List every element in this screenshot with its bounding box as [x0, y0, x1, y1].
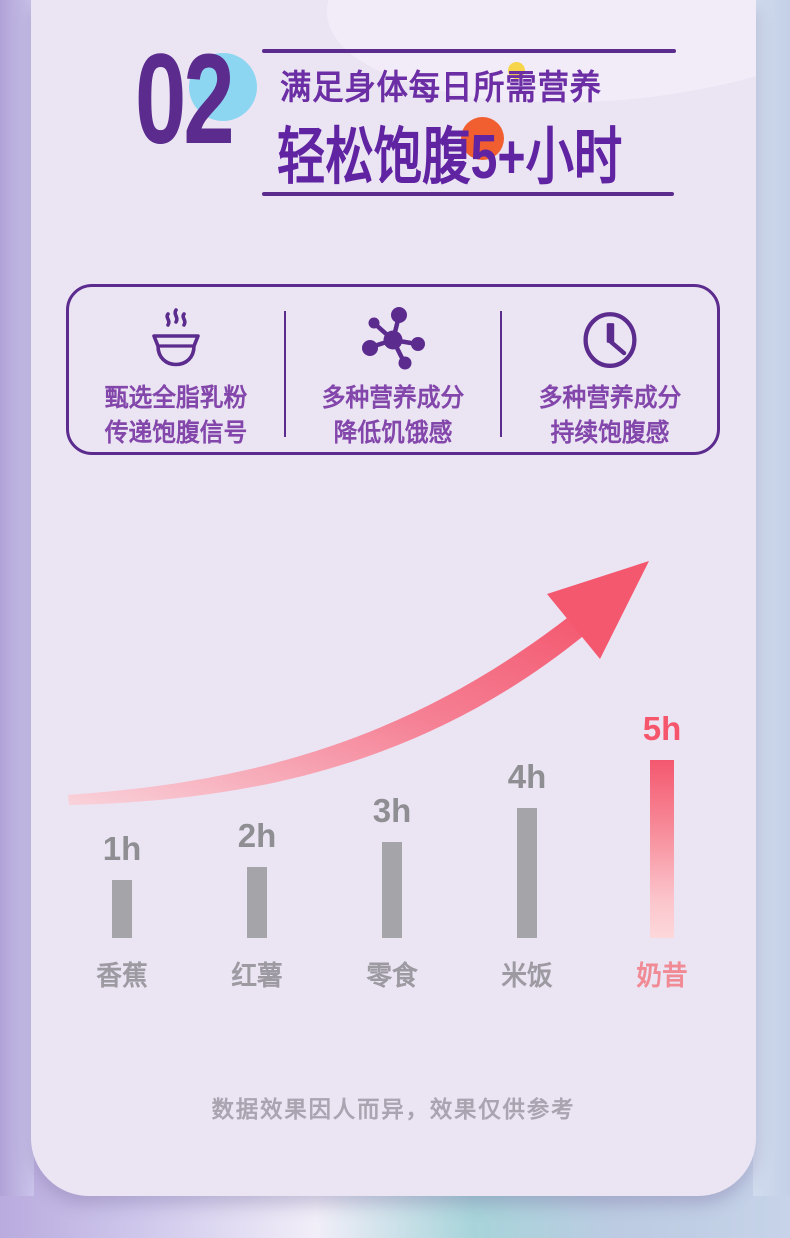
rising-arrow-icon	[68, 561, 649, 805]
molecule-icon	[359, 302, 427, 370]
chart-bar-香蕉	[112, 880, 132, 938]
feature-line1: 甄选全脂乳粉	[105, 384, 248, 412]
feature-line1: 多种营养成分	[538, 384, 681, 412]
clock-icon	[580, 302, 640, 370]
feature-divider	[500, 311, 503, 437]
bar-value-label: 2h	[237, 817, 277, 854]
chart-bar-米饭	[517, 808, 537, 938]
yellow-dot-decoration	[508, 62, 525, 79]
feature-line2: 持续饱腹感	[550, 419, 670, 447]
section-title: 轻松饱腹5+小时	[277, 123, 623, 192]
bar-value-label: 4h	[507, 758, 547, 795]
feature-nutrients-hunger: 多种营养成分 降低饥饿感	[286, 287, 501, 452]
bar-value-label: 5h	[642, 710, 682, 747]
bar-category-label: 米饭	[501, 961, 553, 991]
content-card: 02 满足身体每日所需营养 轻松饱腹5+小时 甄选全脂乳粉 传递饱腹信号	[31, 0, 756, 1196]
bar-value-label: 3h	[372, 792, 412, 829]
right-background-strip	[753, 0, 790, 1196]
section-number: 02	[135, 28, 235, 171]
left-background-strip	[0, 0, 34, 1196]
satiety-bar-chart: 1h 香蕉 2h 红薯 3h 零食 4h 米饭 5h 奶昔	[31, 0, 756, 1196]
feature-text: 甄选全脂乳粉 传递饱腹信号	[105, 381, 248, 451]
chart-bar-红薯	[247, 867, 267, 938]
blue-circle-decoration	[189, 53, 257, 121]
chart-bar-零食	[382, 842, 402, 938]
bar-value-label: 1h	[102, 830, 142, 867]
feature-line2: 传递饱腹信号	[105, 419, 248, 447]
bar-category-label: 零食	[366, 961, 418, 991]
chart-bar-奶昔	[650, 760, 674, 938]
bar-category-label: 奶昔	[636, 961, 688, 991]
features-box: 甄选全脂乳粉 传递饱腹信号	[66, 284, 720, 455]
feature-divider	[283, 311, 286, 437]
feature-line2: 降低饥饿感	[333, 419, 453, 447]
feature-line1: 多种营养成分	[321, 384, 465, 412]
steaming-bowl-icon	[144, 302, 208, 370]
feature-text: 多种营养成分 降低饥饿感	[322, 381, 465, 451]
feature-text: 多种营养成分 持续饱腹感	[538, 381, 681, 451]
section-subtitle: 满足身体每日所需营养	[280, 69, 602, 107]
orange-circle-decoration	[461, 117, 504, 160]
bar-category-label: 红薯	[231, 961, 283, 991]
feature-whole-milk-powder: 甄选全脂乳粉 传递饱腹信号	[69, 287, 284, 452]
header-bottom-rule	[262, 192, 674, 196]
header-top-rule	[262, 49, 676, 53]
bar-category-label: 香蕉	[96, 961, 148, 991]
feature-lasting-satiety: 多种营养成分 持续饱腹感	[502, 287, 717, 452]
disclaimer-text: 数据效果因人而异，效果仅供参考	[211, 1096, 576, 1122]
